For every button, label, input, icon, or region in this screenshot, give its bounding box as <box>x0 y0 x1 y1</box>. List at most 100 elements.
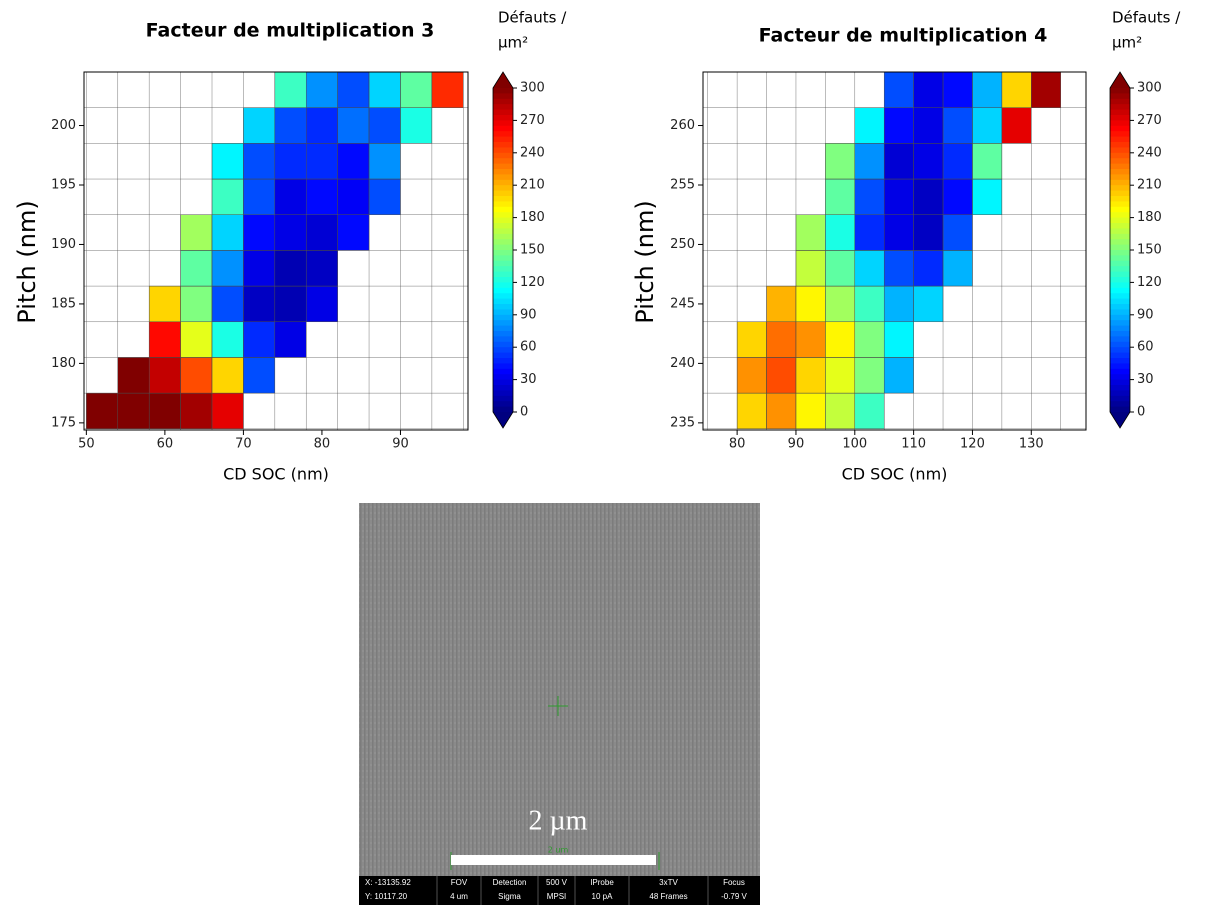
colorbar-segment <box>493 385 513 391</box>
heat-cell <box>942 214 973 251</box>
status-text: 500 V <box>546 878 568 887</box>
heat-cell <box>736 392 767 430</box>
colorbar-tick-label: 210 <box>1137 178 1162 193</box>
colorbar-tick-label: 0 <box>520 405 528 420</box>
heat-cell <box>274 321 307 358</box>
colorbar-tick-label: 150 <box>1137 243 1162 258</box>
colorbar-segment <box>1110 260 1130 267</box>
heat-cell <box>942 178 973 215</box>
status-text: -0.79 V <box>721 892 747 901</box>
colorbar-segment <box>1110 185 1130 192</box>
status-text: MPSI <box>547 892 567 901</box>
colorbar-segment <box>1110 363 1130 370</box>
heat-cell <box>117 392 150 430</box>
heat-cell <box>766 392 797 430</box>
heat-cell <box>400 71 433 108</box>
heat-cell <box>825 285 855 322</box>
heat-cell <box>942 107 973 144</box>
colorbar-segment <box>493 341 513 348</box>
colorbar-segment <box>1110 331 1130 337</box>
colorbar-segment <box>493 282 513 289</box>
heat-cell <box>180 214 213 251</box>
colorbar-segment <box>1110 179 1130 186</box>
colorbar-segment <box>493 136 513 143</box>
y-axis-label: Pitch (nm) <box>13 200 41 323</box>
colorbar-segment <box>1110 282 1130 289</box>
heat-cell <box>854 357 885 394</box>
heat-cell <box>972 71 1003 108</box>
heat-cell <box>400 107 433 144</box>
heat-cell <box>884 321 914 358</box>
colorbar-tick-label: 90 <box>520 307 537 322</box>
colorbar-segment <box>1110 244 1130 251</box>
colorbar-segment <box>493 266 513 273</box>
heat-cell <box>825 250 855 287</box>
heat-cell <box>243 250 276 287</box>
heat-cell <box>180 392 213 430</box>
y-tick-label: 255 <box>670 177 695 192</box>
colorbar-segment <box>1110 401 1130 408</box>
y-tick-label: 260 <box>670 118 695 133</box>
status-text: 48 Frames <box>649 892 687 901</box>
colorbar-segment <box>493 223 513 229</box>
colorbar-segment <box>493 336 513 343</box>
heat-cell <box>148 285 181 322</box>
colorbar-segment <box>1110 196 1130 202</box>
heat-cell <box>825 143 855 180</box>
colorbar-segment <box>1110 352 1130 359</box>
heat-cell <box>180 357 213 394</box>
scale-label: 2 µm <box>529 805 588 836</box>
heat-cell <box>306 285 338 322</box>
x-tick-label: 90 <box>788 437 805 452</box>
colorbar-tick-label: 150 <box>520 243 545 258</box>
heat-cell <box>736 321 767 358</box>
heat-cell <box>825 321 855 358</box>
heat-cell <box>913 107 944 144</box>
colorbar-segment <box>1110 336 1130 343</box>
colorbar-segment <box>493 390 513 397</box>
heat-cell <box>306 178 338 215</box>
heat-cell <box>736 357 767 394</box>
colorbar-segment <box>493 98 513 105</box>
status-bar <box>359 876 760 905</box>
colorbar-tick-label: 30 <box>1137 372 1154 387</box>
heat-cell <box>942 71 973 108</box>
x-tick-label: 100 <box>842 437 867 452</box>
heat-cell <box>243 357 276 394</box>
colorbar-tick-label: 180 <box>520 210 545 225</box>
heat-cell <box>306 107 338 144</box>
colorbar-segment <box>493 325 513 332</box>
heat-cell <box>211 321 244 358</box>
colorbar-segment <box>1110 212 1130 219</box>
heat-cell <box>913 71 944 108</box>
heat-cell <box>368 143 401 180</box>
colorbar-tick-label: 90 <box>1137 307 1154 322</box>
scale-bar <box>451 855 656 865</box>
colorbar-label: µm² <box>498 34 528 52</box>
colorbar-segment <box>1110 158 1130 165</box>
colorbar-segment <box>1110 131 1130 138</box>
heat-cell <box>854 143 885 180</box>
colorbar-segment <box>493 304 513 310</box>
heat-cell <box>243 178 276 215</box>
colorbar-segment <box>493 152 513 159</box>
heat-cell <box>884 285 914 322</box>
colorbar-segment <box>1110 358 1130 364</box>
heat-cell <box>795 214 826 251</box>
colorbar-segment <box>493 201 513 208</box>
heat-cell <box>243 214 276 251</box>
chart-title: Facteur de multiplication 3 <box>146 20 435 42</box>
colorbar-segment <box>1110 325 1130 332</box>
colorbar-segment <box>1110 271 1130 278</box>
heat-cell <box>913 250 944 287</box>
heat-cell <box>306 71 338 108</box>
colorbar-segment <box>1110 136 1130 143</box>
colorbar-segment <box>493 368 513 375</box>
colorbar-segment <box>493 374 513 381</box>
heat-cell <box>913 285 944 322</box>
x-tick-label: 120 <box>960 437 985 452</box>
colorbar-segment <box>493 196 513 202</box>
colorbar-segment <box>493 395 513 402</box>
colorbar-extend-bottom <box>493 412 513 428</box>
colorbar-segment <box>493 109 513 116</box>
